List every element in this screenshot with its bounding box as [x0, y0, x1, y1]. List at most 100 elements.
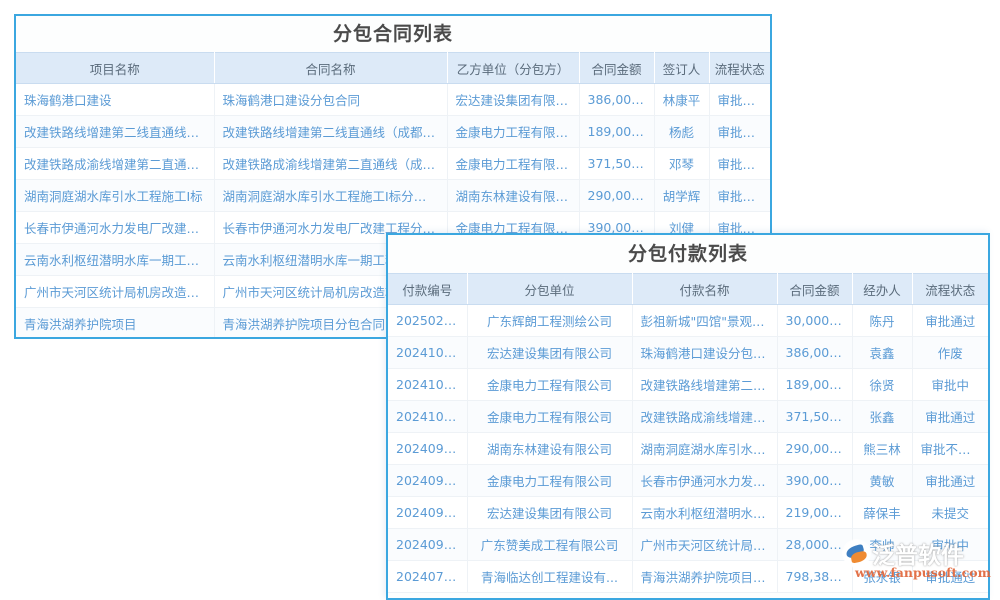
cell-subcontract-unit[interactable]: 广东辉朗工程测绘公司 — [467, 304, 633, 337]
column-header-contract-amount[interactable]: 合同金额 — [777, 273, 853, 305]
cell-payment-name[interactable]: 珠海鹤港口建设分包合... — [632, 336, 778, 369]
column-header-signer[interactable]: 签订人 — [654, 52, 710, 84]
cell-payment-name[interactable]: 改建铁路成渝线增建第... — [632, 400, 778, 433]
cell-payment-name[interactable]: 云南水利枢纽潜明水库... — [632, 496, 778, 529]
cell-party-b[interactable]: 金康电力工程有限公司 — [447, 147, 580, 180]
cell-contract-amount[interactable]: 386,000.00 — [579, 83, 655, 116]
table-row[interactable]: 2024100003宏达建设集团有限公司珠海鹤港口建设分包合...386,000… — [388, 336, 988, 369]
cell-contract-amount[interactable]: 189,000.00 — [777, 368, 853, 401]
cell-handler[interactable]: 陈丹 — [852, 304, 913, 337]
cell-payment-name[interactable]: 长春市伊通河水力发电... — [632, 464, 778, 497]
column-header-handler[interactable]: 经办人 — [852, 273, 913, 305]
cell-project-name[interactable]: 湖南洞庭湖水库引水工程施工I标 — [16, 179, 215, 212]
cell-payment-name[interactable]: 彭祖新城"四馆"景观工... — [632, 304, 778, 337]
status-badge[interactable]: 审批通过 — [912, 464, 988, 497]
column-header-contract-name[interactable]: 合同名称 — [214, 52, 448, 84]
cell-subcontract-unit[interactable]: 金康电力工程有限公司 — [467, 464, 633, 497]
table-row[interactable]: 改建铁路成渝线增建第二直通线... 改建铁路成渝线增建第二直通线（成渝... 金康电… — [16, 147, 770, 180]
cell-contract-amount[interactable]: 290,000.00 — [579, 179, 655, 212]
cell-contract-name[interactable]: 改建铁路成渝线增建第二直通线（成渝... — [214, 147, 448, 180]
cell-handler[interactable]: 黄敏 — [852, 464, 913, 497]
cell-contract-name[interactable]: 珠海鹤港口建设分包合同 — [214, 83, 448, 116]
cell-payment-code[interactable]: 2024070004 — [388, 560, 468, 593]
table-row[interactable]: 2025020001广东辉朗工程测绘公司彭祖新城"四馆"景观工...30,000… — [388, 304, 988, 337]
cell-payment-name[interactable]: 湖南洞庭湖水库引水工... — [632, 432, 778, 465]
cell-contract-amount[interactable]: 290,000.00 — [777, 432, 853, 465]
cell-signer[interactable]: 林康平 — [654, 83, 710, 116]
cell-project-name[interactable]: 长春市伊通河水力发电厂改建工程 — [16, 211, 215, 244]
cell-subcontract-unit[interactable]: 金康电力工程有限公司 — [467, 400, 633, 433]
cell-subcontract-unit[interactable]: 广东赞美成工程有限公司 — [467, 528, 633, 561]
column-header-party-b[interactable]: 乙方单位（分包方） — [447, 52, 580, 84]
cell-party-b[interactable]: 湖南东林建设有限公司 — [447, 179, 580, 212]
table-row[interactable]: 2024070004青海临达创工程建设有...青海洪湖养护院项目分...798,… — [388, 560, 988, 593]
cell-party-b[interactable]: 宏达建设集团有限公司 — [447, 83, 580, 116]
cell-subcontract-unit[interactable]: 青海临达创工程建设有... — [467, 560, 633, 593]
cell-signer[interactable]: 胡学辉 — [654, 179, 710, 212]
column-header-project-name[interactable]: 项目名称 — [16, 52, 215, 84]
column-header-flow-status[interactable]: 流程状态 — [709, 52, 770, 84]
cell-project-name[interactable]: 云南水利枢纽潜明水库一期工程... — [16, 243, 215, 276]
status-badge[interactable]: 未提交 — [912, 496, 988, 529]
status-badge[interactable]: 审批中 — [912, 528, 988, 561]
table-row[interactable]: 珠海鹤港口建设 珠海鹤港口建设分包合同 宏达建设集团有限公司 386,000.00 林康… — [16, 83, 770, 116]
cell-project-name[interactable]: 广州市天河区统计局机房改造项目 — [16, 275, 215, 308]
cell-subcontract-unit[interactable]: 宏达建设集团有限公司 — [467, 336, 633, 369]
cell-contract-amount[interactable]: 189,000.00 — [579, 115, 655, 148]
cell-contract-amount[interactable]: 371,500.00 — [579, 147, 655, 180]
cell-payment-code[interactable]: 2024090002 — [388, 496, 468, 529]
table-row[interactable]: 2024090004湖南东林建设有限公司湖南洞庭湖水库引水工...290,000… — [388, 432, 988, 465]
cell-contract-amount[interactable]: 30,000.00 — [777, 304, 853, 337]
cell-contract-name[interactable]: 青海洪湖养护院项目分包合同 — [214, 307, 448, 337]
table-row[interactable]: 2024090001广东赞美成工程有限公司广州市天河区统计局机...28,000… — [388, 528, 988, 561]
cell-payment-code[interactable]: 2024090004 — [388, 432, 468, 465]
status-badge[interactable]: 审批不通过 — [912, 432, 988, 465]
cell-contract-amount[interactable]: 390,000.00 — [777, 464, 853, 497]
cell-contract-name[interactable]: 改建铁路线增建第二线直通线（成都-西... — [214, 115, 448, 148]
table-row[interactable]: 2024090003金康电力工程有限公司长春市伊通河水力发电...390,000… — [388, 464, 988, 497]
table-row[interactable]: 改建铁路线增建第二线直通线（... 改建铁路线增建第二线直通线（成都-西... 金康… — [16, 115, 770, 148]
status-badge[interactable]: 审批通过 — [912, 560, 988, 593]
column-header-subcontract-unit[interactable]: 分包单位 — [467, 273, 633, 305]
table-row[interactable]: 2024090002宏达建设集团有限公司云南水利枢纽潜明水库...219,000… — [388, 496, 988, 529]
table-row[interactable]: 2024100002金康电力工程有限公司改建铁路线增建第二线...189,000… — [388, 368, 988, 401]
cell-project-name[interactable]: 改建铁路线增建第二线直通线（... — [16, 115, 215, 148]
cell-handler[interactable]: 熊三林 — [852, 432, 913, 465]
cell-payment-name[interactable]: 青海洪湖养护院项目分... — [632, 560, 778, 593]
column-header-payment-name[interactable]: 付款名称 — [632, 273, 778, 305]
column-header-payment-code[interactable]: 付款编号 — [388, 273, 468, 305]
status-badge[interactable]: 审批通过 — [709, 147, 770, 180]
cell-handler[interactable]: 薛保丰 — [852, 496, 913, 529]
cell-contract-amount[interactable]: 386,000.00 — [777, 336, 853, 369]
status-badge[interactable]: 审批通过 — [912, 400, 988, 433]
cell-payment-name[interactable]: 改建铁路线增建第二线... — [632, 368, 778, 401]
cell-payment-code[interactable]: 2024100002 — [388, 368, 468, 401]
cell-project-name[interactable]: 青海洪湖养护院项目 — [16, 307, 215, 337]
cell-handler[interactable]: 袁鑫 — [852, 336, 913, 369]
table-row[interactable]: 湖南洞庭湖水库引水工程施工I标 湖南洞庭湖水库引水工程施工I标分包合同 湖南东林建设… — [16, 179, 770, 212]
cell-payment-code[interactable]: 2025020001 — [388, 304, 468, 337]
status-badge[interactable]: 审批中 — [912, 368, 988, 401]
cell-contract-amount[interactable]: 371,500.00 — [777, 400, 853, 433]
cell-party-b[interactable]: 金康电力工程有限公司 — [447, 115, 580, 148]
column-header-flow-status[interactable]: 流程状态 — [912, 273, 988, 305]
cell-subcontract-unit[interactable]: 宏达建设集团有限公司 — [467, 496, 633, 529]
cell-contract-amount[interactable]: 219,000.00 — [777, 496, 853, 529]
cell-payment-code[interactable]: 2024090003 — [388, 464, 468, 497]
status-badge[interactable]: 审批通过 — [912, 304, 988, 337]
status-badge[interactable]: 审批通过 — [709, 83, 770, 116]
cell-contract-amount[interactable]: 28,000.00 — [777, 528, 853, 561]
cell-payment-name[interactable]: 广州市天河区统计局机... — [632, 528, 778, 561]
cell-payment-code[interactable]: 2024100001 — [388, 400, 468, 433]
cell-project-name[interactable]: 珠海鹤港口建设 — [16, 83, 215, 116]
status-badge[interactable]: 审批通过 — [709, 115, 770, 148]
cell-subcontract-unit[interactable]: 湖南东林建设有限公司 — [467, 432, 633, 465]
table-row[interactable]: 2024100001金康电力工程有限公司改建铁路成渝线增建第...371,500… — [388, 400, 988, 433]
cell-signer[interactable]: 邓琴 — [654, 147, 710, 180]
cell-payment-code[interactable]: 2024090001 — [388, 528, 468, 561]
cell-contract-amount[interactable]: 798,380.00 — [777, 560, 853, 593]
status-badge[interactable]: 作废 — [912, 336, 988, 369]
cell-handler[interactable]: 张永银 — [852, 560, 913, 593]
cell-signer[interactable]: 杨彪 — [654, 115, 710, 148]
cell-project-name[interactable]: 改建铁路成渝线增建第二直通线... — [16, 147, 215, 180]
